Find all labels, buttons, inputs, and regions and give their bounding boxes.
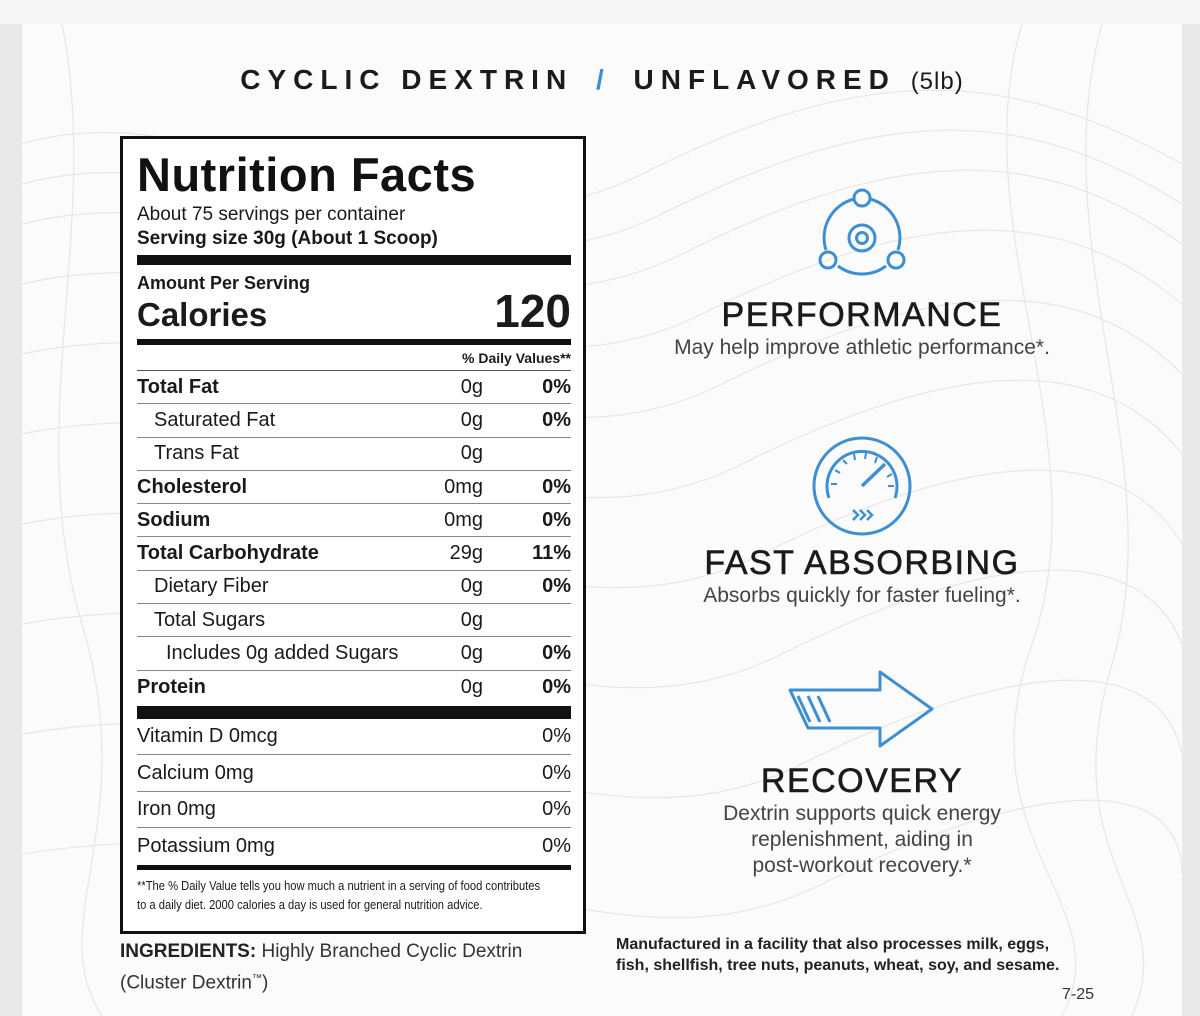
nutrient-name: Saturated Fat	[154, 408, 276, 431]
nutrient-name: Sodium	[137, 508, 211, 531]
top-bar	[0, 0, 1200, 24]
nutrient-row: Protein 0g 0%	[137, 671, 571, 704]
nutrient-row: Sodium 0mg 0%	[137, 504, 571, 538]
divider-thick	[137, 705, 571, 719]
vitamin-pct: 0%	[542, 798, 571, 821]
allergen-statement: Manufactured in a facility that also pro…	[616, 934, 1116, 976]
ingredients: INGREDIENTS: Highly Branched Cyclic Dext…	[120, 938, 590, 996]
ingredients-heading: INGREDIENTS:	[120, 941, 257, 962]
nutrient-name: Trans Fat	[154, 442, 239, 465]
allergen-line: fish, shellfish, tree nuts, peanuts, whe…	[616, 957, 1060, 974]
nutrient-pct: 0%	[542, 475, 571, 498]
ingredients-text: Highly Branched Cyclic Dextrin	[261, 941, 523, 962]
calories-value: 120	[494, 285, 571, 337]
nutrient-pct: 0%	[542, 575, 571, 598]
vitamin-name: Potassium 0mg	[137, 835, 275, 858]
nutrient-name: Protein	[137, 675, 206, 698]
daily-value-footnote: **The % Daily Value tells you how much a…	[137, 876, 584, 914]
arrow-right-icon	[788, 670, 934, 748]
nutrient-pct: 0%	[542, 375, 571, 398]
trademark: ™	[251, 973, 262, 984]
vitamin-pct: 0%	[542, 725, 571, 748]
vitamin-row: Vitamin D 0mcg 0%	[137, 719, 571, 756]
nutrient-name: Dietary Fiber	[154, 575, 269, 598]
nutrient-row: Cholesterol 0mg 0%	[137, 471, 571, 505]
daily-values-header: % Daily Values**	[137, 345, 571, 371]
footnote-line: to a daily diet. 2000 calories a day is …	[137, 896, 483, 912]
nutrient-amount: 0mg	[444, 508, 483, 531]
lot-code: 7-25	[1062, 986, 1095, 1003]
nutrient-amount: 0g	[460, 642, 483, 665]
nutrient-name: Includes 0g added Sugars	[166, 642, 399, 665]
serving-size: Serving size 30g (About 1 Scoop)	[137, 228, 438, 249]
nutrient-name: Cholesterol	[137, 475, 248, 498]
divider-medium	[137, 864, 571, 870]
feature-description: May help improve athletic performance*.	[674, 336, 1050, 359]
vitamin-name: Vitamin D 0mcg	[137, 725, 278, 748]
feature-description: Dextrin supports quick energy	[723, 802, 1001, 825]
flavor-name: UNFLAVORED	[633, 64, 896, 95]
nutrient-pct: 0%	[542, 508, 571, 531]
feature-description: post-workout recovery.*	[752, 854, 972, 877]
product-panel: CYCLIC DEXTRIN / UNFLAVORED (5lb) Nutrit…	[22, 24, 1182, 1016]
molecule-icon	[818, 188, 906, 276]
footnote-line: **The % Daily Value tells you how much a…	[137, 877, 541, 893]
vitamin-pct: 0%	[542, 835, 571, 858]
nutrient-amount: 0g	[460, 375, 483, 398]
nutrient-amount: 0g	[460, 575, 483, 598]
vitamin-row: Iron 0mg 0%	[137, 792, 571, 829]
vitamin-name: Iron 0mg	[137, 798, 216, 821]
nutrient-pct: 11%	[532, 542, 571, 565]
product-title: CYCLIC DEXTRIN / UNFLAVORED (5lb)	[22, 64, 1182, 96]
feature-title: RECOVERY	[760, 762, 964, 801]
speedometer-icon	[812, 436, 912, 536]
ingredients-close: )	[261, 972, 269, 994]
nutrient-row: Trans Fat 0g	[137, 438, 571, 471]
nutrient-row: Total Carbohydrate 29g 11%	[137, 537, 571, 571]
feature-performance: PERFORMANCE May help improve athletic pe…	[622, 296, 1102, 361]
nutrient-amount: 29g	[449, 542, 483, 565]
calories-label: Calories	[137, 296, 268, 333]
servings-per-container: About 75 servings per container	[137, 204, 406, 225]
divider-medium	[137, 339, 571, 345]
nutrient-row: Includes 0g added Sugars 0g 0%	[137, 637, 571, 671]
nutrient-amount: 0g	[460, 608, 483, 631]
nutrient-name: Total Fat	[137, 375, 219, 398]
calories-row: Calories 120	[137, 288, 571, 334]
allergen-line: Manufactured in a facility that also pro…	[616, 936, 1050, 953]
vitamin-row: Calcium 0mg 0%	[137, 755, 571, 792]
nutrient-pct: 0%	[542, 642, 571, 665]
nutrient-amount: 0g	[460, 442, 483, 465]
nutrient-name: Total Carbohydrate	[137, 542, 319, 565]
nutrition-facts-label: Nutrition Facts About 75 servings per co…	[120, 136, 586, 934]
nutrient-amount: 0g	[460, 408, 483, 431]
feature-title: FAST ABSORBING	[704, 544, 1020, 583]
feature-recovery: RECOVERY Dextrin supports quick energy r…	[622, 762, 1102, 879]
nutrient-amount: 0mg	[444, 475, 483, 498]
nutrient-row: Saturated Fat 0g 0%	[137, 404, 571, 438]
feature-fast-absorbing: FAST ABSORBING Absorbs quickly for faste…	[622, 544, 1102, 609]
package-size: (5lb)	[910, 68, 964, 95]
product-name: CYCLIC DEXTRIN	[240, 64, 574, 95]
nutrient-pct: 0%	[542, 408, 571, 431]
nutrient-amount: 0g	[460, 675, 483, 698]
nutrient-pct: 0%	[542, 675, 571, 698]
nutrient-name: Total Sugars	[154, 608, 266, 631]
divider-thick	[137, 255, 571, 265]
title-separator: /	[595, 64, 611, 95]
nutrition-facts-title: Nutrition Facts	[137, 148, 477, 201]
ingredients-text-line2: (Cluster Dextrin	[120, 972, 252, 994]
nutrient-row: Total Sugars 0g	[137, 604, 571, 638]
nutrient-row: Total Fat 0g 0%	[137, 371, 571, 405]
nutrient-row: Dietary Fiber 0g 0%	[137, 571, 571, 605]
feature-title: PERFORMANCE	[721, 296, 1003, 335]
feature-description: replenishment, aiding in	[751, 828, 973, 851]
vitamin-row: Potassium 0mg 0%	[137, 828, 571, 865]
amount-per-serving: Amount Per Serving	[137, 273, 311, 293]
feature-description: Absorbs quickly for faster fueling*.	[703, 584, 1021, 607]
vitamin-pct: 0%	[542, 761, 571, 784]
vitamin-name: Calcium 0mg	[137, 761, 254, 784]
